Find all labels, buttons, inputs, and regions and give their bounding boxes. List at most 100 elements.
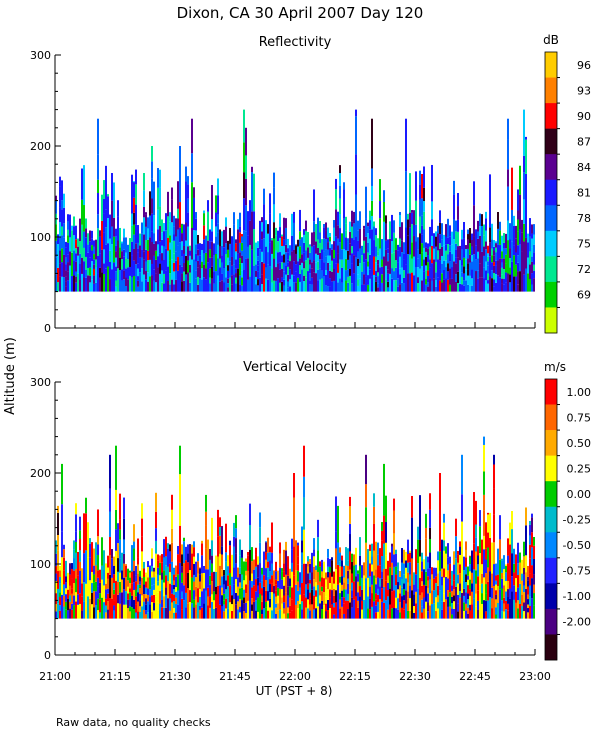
heatmap-cell xyxy=(281,262,283,270)
heatmap-cell xyxy=(195,596,197,605)
heatmap-cell xyxy=(287,566,289,576)
heatmap-cell xyxy=(483,255,485,268)
heatmap-cell xyxy=(211,219,213,232)
heatmap-cell xyxy=(367,226,369,234)
colorbar-label: -1.00 xyxy=(563,590,591,603)
heatmap-cell xyxy=(437,277,439,292)
heatmap-cell xyxy=(149,191,151,216)
heatmap-cell xyxy=(453,595,455,602)
heatmap-cell xyxy=(509,568,511,589)
heatmap-cell xyxy=(177,257,179,271)
heatmap-cell xyxy=(401,252,403,268)
heatmap-cell xyxy=(365,236,367,260)
heatmap-cell xyxy=(311,232,313,247)
heatmap-cell xyxy=(507,240,509,274)
heatmap-cell xyxy=(435,567,437,577)
heatmap-cell xyxy=(295,264,297,272)
heatmap-cell xyxy=(171,494,173,510)
heatmap-cell xyxy=(143,234,145,252)
heatmap-cell xyxy=(199,596,201,606)
heatmap-cell xyxy=(229,563,231,574)
heatmap-cell xyxy=(335,189,337,210)
heatmap-cell xyxy=(431,590,433,605)
heatmap-cell xyxy=(129,588,131,593)
heatmap-cell xyxy=(349,243,351,256)
heatmap-cell xyxy=(91,230,93,239)
heatmap-cell xyxy=(297,239,299,247)
heatmap-cell xyxy=(201,268,203,280)
heatmap-cell xyxy=(55,604,57,612)
heatmap-cell xyxy=(303,476,305,498)
heatmap-cell xyxy=(495,252,497,261)
heatmap-cell xyxy=(473,569,475,599)
heatmap-cell xyxy=(339,278,341,292)
heatmap-cell xyxy=(365,484,367,508)
heatmap-cell xyxy=(281,571,283,580)
heatmap-cell xyxy=(489,256,491,277)
heatmap-cell xyxy=(83,165,85,206)
heatmap-cell xyxy=(257,241,259,248)
heatmap-cell xyxy=(309,572,311,580)
heatmap-cell xyxy=(65,252,67,258)
heatmap-cell xyxy=(265,220,267,247)
heatmap-cell xyxy=(513,255,515,277)
heatmap-cell xyxy=(323,591,325,606)
heatmap-cell xyxy=(143,561,145,569)
heatmap-cell xyxy=(93,574,95,583)
heatmap-cell xyxy=(315,582,317,591)
heatmap-cell xyxy=(67,214,69,222)
heatmap-cell xyxy=(445,224,447,237)
heatmap-cell xyxy=(393,566,395,591)
heatmap-cell xyxy=(347,593,349,601)
heatmap-cell xyxy=(441,233,443,240)
heatmap-cell xyxy=(363,284,365,292)
heatmap-cell xyxy=(327,566,329,572)
heatmap-cell xyxy=(133,582,135,591)
heatmap-cell xyxy=(259,249,261,263)
heatmap-cell xyxy=(205,569,207,591)
heatmap-cell xyxy=(73,595,75,606)
heatmap-cell xyxy=(427,275,429,283)
heatmap-cell xyxy=(55,240,57,258)
colorbar-label: 96 xyxy=(577,59,591,72)
heatmap-cell xyxy=(325,579,327,588)
heatmap-cell xyxy=(107,266,109,292)
heatmap-cell xyxy=(317,571,319,585)
heatmap-cell xyxy=(283,571,285,577)
heatmap-cell xyxy=(277,278,279,292)
heatmap-cell xyxy=(313,609,315,619)
heatmap-cell xyxy=(331,604,333,619)
heatmap-cell xyxy=(381,540,383,557)
heatmap-cell xyxy=(275,590,277,597)
heatmap-cell xyxy=(471,285,473,292)
heatmap-cell xyxy=(195,270,197,279)
heatmap-cell xyxy=(121,251,123,260)
heatmap-cell xyxy=(229,243,231,262)
heatmap-cell xyxy=(493,464,495,489)
heatmap-cell xyxy=(447,279,449,292)
heatmap-cell xyxy=(365,578,367,619)
heatmap-cell xyxy=(519,603,521,619)
heatmap-cell xyxy=(187,603,189,619)
heatmap-cell xyxy=(525,525,527,556)
heatmap-cell xyxy=(137,225,139,243)
heatmap-cell xyxy=(101,597,103,619)
heatmap-cell xyxy=(387,609,389,619)
heatmap-cell xyxy=(67,280,69,292)
heatmap-cell xyxy=(151,231,153,242)
heatmap-cell xyxy=(115,445,117,490)
heatmap-cell xyxy=(393,510,395,534)
heatmap-cell xyxy=(341,259,343,268)
heatmap-cell xyxy=(457,193,459,207)
heatmap-cell xyxy=(93,283,95,292)
heatmap-cell xyxy=(169,544,171,552)
heatmap-cell xyxy=(295,540,297,571)
heatmap-cell xyxy=(153,602,155,611)
heatmap-cell xyxy=(309,259,311,265)
heatmap-cell xyxy=(401,562,403,580)
heatmap-cell xyxy=(517,600,519,609)
heatmap-cell xyxy=(99,277,101,292)
heatmap-cell xyxy=(331,244,333,250)
heatmap-cell xyxy=(161,239,163,246)
heatmap-cell xyxy=(81,224,83,258)
